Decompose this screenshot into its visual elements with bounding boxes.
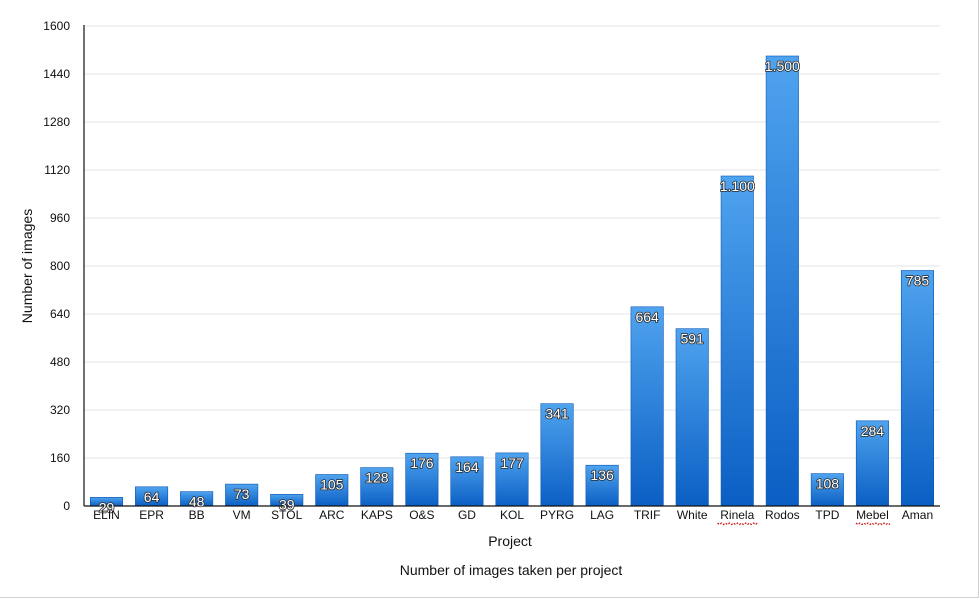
data-label: 29: [99, 499, 115, 515]
y-tick-label: 1280: [43, 115, 70, 129]
bar-o-s: [405, 452, 439, 507]
data-label: 164: [455, 459, 479, 475]
bar-aman: [900, 270, 934, 507]
bar-kaps: [360, 467, 394, 507]
bar-mebel: [855, 420, 889, 507]
y-tick-label: 480: [50, 355, 70, 369]
x-tick-label: STOL: [271, 508, 302, 522]
data-label: 39: [279, 496, 295, 512]
bar-lag: [585, 464, 619, 507]
y-tick-label: 1120: [44, 163, 70, 177]
x-tick-label: BB: [189, 508, 205, 522]
spellcheck-underline: [717, 522, 758, 526]
y-tick-label: 960: [50, 211, 70, 225]
bars: [90, 55, 934, 507]
data-label: 64: [144, 489, 160, 505]
data-label: 785: [906, 273, 930, 289]
x-tick-label: KAPS: [361, 508, 393, 522]
x-tick-label: LAG: [590, 508, 614, 522]
y-tick-label: 640: [50, 307, 70, 321]
y-axis-title: Number of images: [19, 209, 35, 323]
data-label: 1.500: [765, 58, 800, 74]
bar-arc: [315, 474, 349, 507]
data-label: 136: [590, 467, 614, 483]
x-tick-label: GD: [458, 508, 476, 522]
data-label: 284: [861, 423, 885, 439]
bar-pyrg: [540, 403, 574, 507]
data-label: 341: [545, 406, 569, 422]
data-label: 105: [320, 477, 344, 493]
y-tick-label: 0: [63, 499, 70, 513]
x-tick-label: Aman: [902, 508, 933, 522]
x-tick-label: White: [677, 508, 708, 522]
x-tick-label: VM: [233, 508, 251, 522]
data-label: 176: [410, 455, 434, 471]
gridlines: [84, 25, 940, 459]
bar-trif: [630, 306, 664, 507]
y-tick-label: 320: [50, 403, 70, 417]
bar-tpd: [810, 473, 844, 507]
x-tick-label: PYRG: [540, 508, 574, 522]
data-label: 177: [500, 455, 524, 471]
y-tick-label: 1600: [43, 19, 70, 33]
data-label: 1.100: [720, 178, 755, 194]
y-tick-label: 800: [50, 259, 70, 273]
data-label: 48: [189, 494, 205, 510]
x-tick-label: Rodos: [765, 508, 800, 522]
bar-gd: [450, 456, 484, 507]
x-tick-label: EPR: [139, 508, 164, 522]
data-label: 108: [816, 476, 840, 492]
bar-rodos: [765, 55, 799, 507]
y-tick-label: 1440: [43, 67, 70, 81]
x-tick-label: ARC: [319, 508, 345, 522]
bar-kol: [495, 452, 529, 507]
x-tick-label: TRIF: [634, 508, 661, 522]
axes: [83, 25, 940, 507]
bar-rinela: [720, 175, 754, 507]
data-label: 73: [234, 486, 250, 502]
x-tick-label: TPD: [815, 508, 839, 522]
labels: 0 160 320 480 640 800 960 1120 1280 1440 1600 29ELI…: [43, 19, 933, 526]
x-tick-label: Mebel: [856, 508, 889, 522]
x-tick-label: O&S: [409, 508, 434, 522]
y-tick-label: 160: [50, 451, 70, 465]
x-axis-title: Project: [488, 533, 532, 549]
spellcheck-underline: [855, 522, 891, 526]
x-tick-label: ELIN: [93, 508, 120, 522]
chart-caption: Number of images taken per project: [400, 562, 623, 578]
bar-white: [675, 328, 709, 507]
data-label: 128: [365, 470, 389, 486]
data-label: 591: [681, 331, 705, 347]
data-label: 664: [635, 309, 659, 325]
x-tick-label: KOL: [500, 508, 524, 522]
x-tick-label: Rinela: [720, 508, 754, 522]
